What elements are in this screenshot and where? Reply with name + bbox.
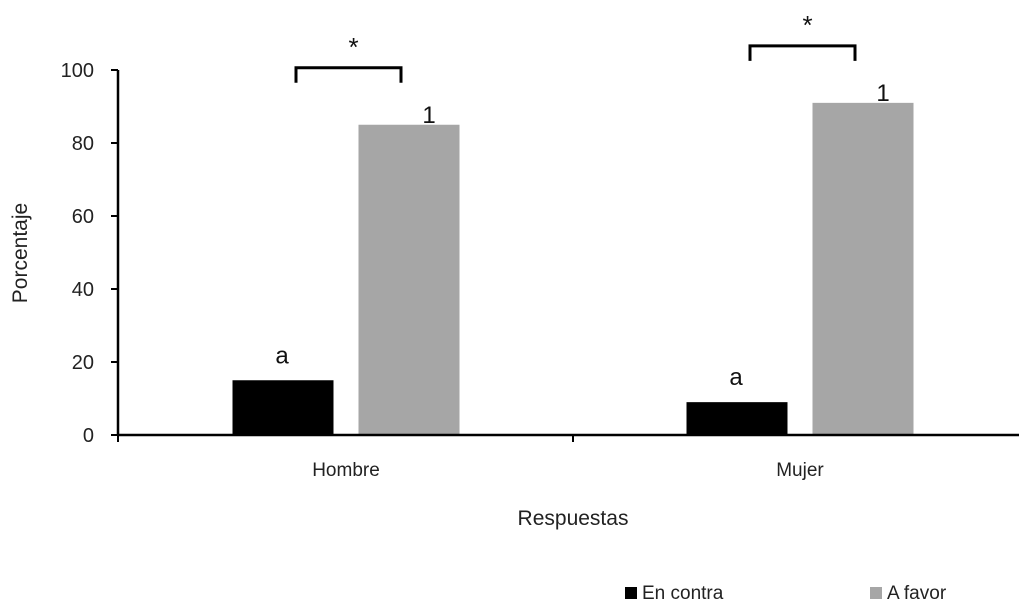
bar-en-contra <box>686 402 788 435</box>
significance-star: * <box>802 10 812 40</box>
x-axis-title: Respuestas <box>518 507 629 530</box>
legend-swatch <box>870 587 882 599</box>
bar-a-favor <box>812 102 914 435</box>
bar-a-favor <box>358 124 460 435</box>
legend-label: A favor <box>887 583 947 604</box>
bar-en-contra <box>232 380 334 435</box>
bar-data-label: 1 <box>422 102 435 129</box>
bar-data-label: 1 <box>876 80 889 107</box>
x-axis-ticks <box>117 435 574 442</box>
y-axis-title: Porcentaje <box>9 203 32 303</box>
y-axis-ticks: 0 20 40 60 80 100 <box>61 60 118 447</box>
significance-star: * <box>348 32 358 62</box>
y-tick-label: 40 <box>72 279 94 301</box>
significance-brackets: ** <box>294 10 857 83</box>
y-tick-label: 20 <box>72 352 94 374</box>
bars <box>232 102 914 435</box>
legend-label: En contra <box>642 583 724 604</box>
bar-data-label: a <box>275 342 289 369</box>
x-category-label: Mujer <box>776 460 824 481</box>
y-tick-label: 0 <box>83 425 94 447</box>
significance-bracket <box>748 44 857 61</box>
bar-data-labels: a a 1 1 <box>275 80 889 391</box>
y-tick-label: 80 <box>72 133 94 155</box>
y-tick-label: 100 <box>61 60 94 82</box>
bar-data-label: a <box>729 364 743 391</box>
x-category-label: Hombre <box>312 460 380 481</box>
legend-swatch <box>625 587 637 599</box>
legend: En contra A favor <box>625 583 947 604</box>
x-axis-category-labels: Hombre Mujer <box>312 460 824 481</box>
significance-bracket <box>294 66 403 83</box>
y-tick-label: 60 <box>72 206 94 228</box>
